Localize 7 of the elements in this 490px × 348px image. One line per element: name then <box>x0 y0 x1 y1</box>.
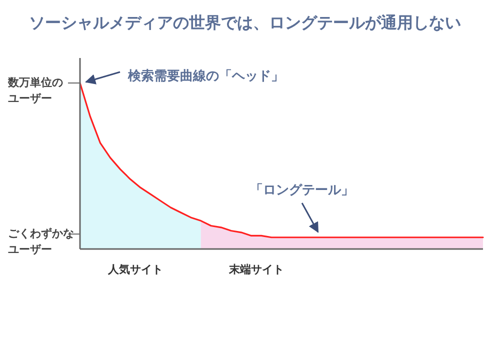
series-label: 人気サイト <box>107 263 163 276</box>
series-label: 末端サイト <box>228 263 284 276</box>
chart-title: ソーシャルメディアの世界では、ロングテールが通用しない <box>29 13 461 32</box>
annotation: 「ロングテール」 <box>250 183 354 198</box>
text: ごくわずかなユーザー <box>8 226 75 258</box>
text: 数万単位のユーザー <box>8 75 64 107</box>
annotation: 検索需要曲線の「ヘッド」 <box>127 68 284 84</box>
